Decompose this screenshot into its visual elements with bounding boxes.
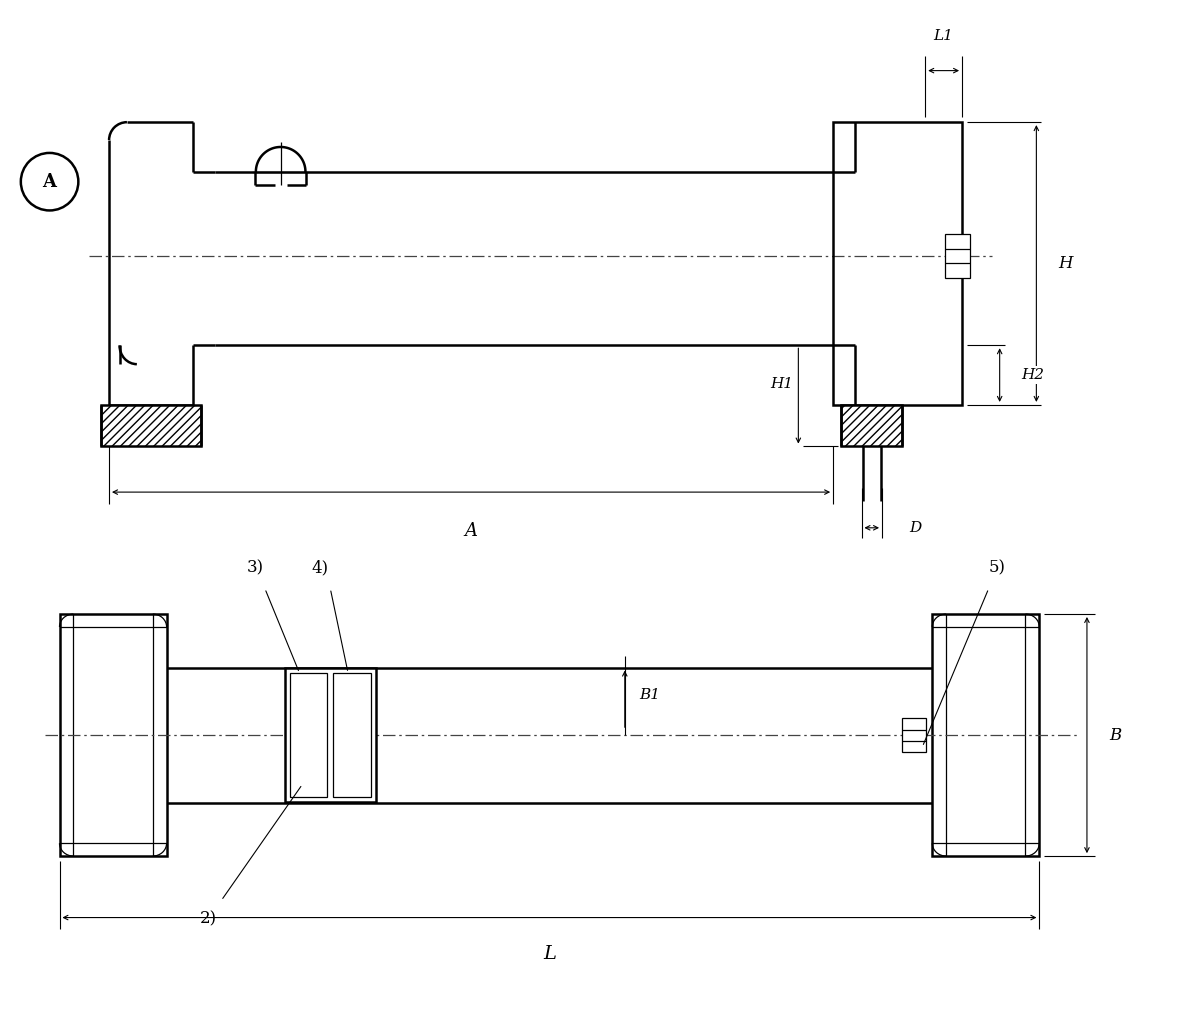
Bar [289, 673, 328, 797]
Text: H2: H2 [1021, 368, 1044, 382]
Text: H: H [1058, 255, 1073, 272]
Bar [60, 614, 167, 856]
Bar [946, 234, 970, 277]
Text: 2): 2) [199, 910, 217, 927]
Bar [284, 668, 376, 802]
Text: L1: L1 [934, 29, 954, 42]
Text: 4): 4) [312, 559, 329, 576]
Text: A: A [42, 173, 56, 191]
Bar [902, 718, 926, 752]
Bar [833, 122, 962, 405]
Text: 3): 3) [246, 559, 264, 576]
Bar [101, 405, 202, 447]
Bar [334, 673, 371, 797]
Text: 5): 5) [989, 559, 1006, 576]
Text: L: L [542, 945, 556, 964]
Text: D: D [910, 521, 922, 535]
Text: H1: H1 [770, 377, 793, 391]
Bar [932, 614, 1039, 856]
Text: B1: B1 [640, 688, 661, 702]
Text: B: B [1109, 726, 1121, 744]
Bar [841, 405, 902, 447]
Text: A: A [464, 522, 478, 540]
